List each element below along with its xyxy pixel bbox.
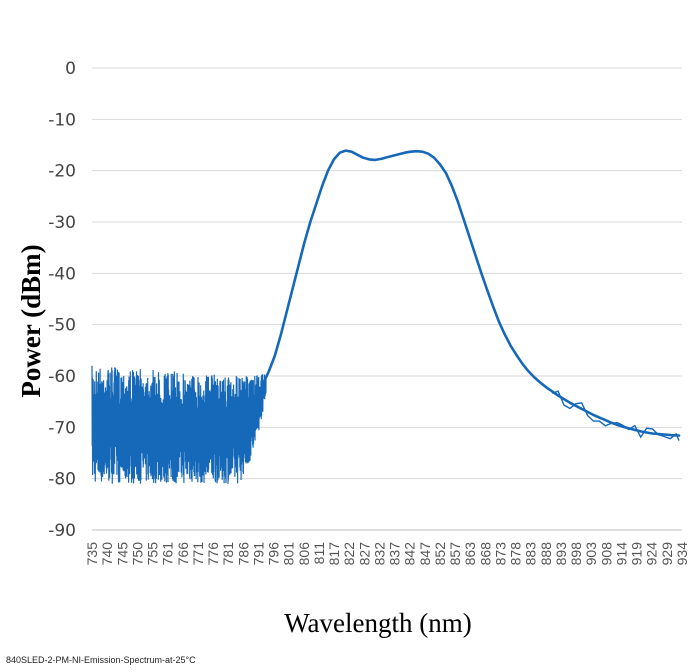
emission-spectrum-line (261, 149, 681, 437)
x-tick-label: 898 (568, 542, 584, 566)
x-tick-label: 837 (387, 542, 403, 566)
x-tick-label: 735 (84, 542, 100, 566)
x-tick-label: 903 (583, 542, 599, 566)
x-tick-label: 842 (402, 542, 418, 566)
x-tick-label: 852 (432, 542, 448, 566)
y-axis-title: Power (dBm) (16, 244, 46, 397)
series-group (91, 149, 681, 484)
x-tick-label: 786 (235, 542, 251, 566)
x-tick-label: 761 (160, 542, 176, 566)
image-caption: 840SLED-2-PM-NI-Emission-Spectrum-at-25°… (6, 655, 196, 665)
y-tick-label: 0 (65, 59, 76, 79)
y-tick-label: -90 (48, 521, 76, 541)
x-tick-label: 919 (629, 542, 645, 566)
x-tick-label: 878 (508, 542, 524, 566)
noise-floor-region (91, 365, 267, 484)
y-tick-label: -70 (48, 418, 76, 438)
x-tick-label: 791 (250, 542, 266, 566)
x-tick-label: 863 (462, 542, 478, 566)
x-tick-label: 806 (296, 542, 312, 566)
x-tick-label: 883 (523, 542, 539, 566)
x-tick-label: 781 (220, 542, 236, 566)
y-axis-ticks: 0 -10 -20 -30 -40 -50 -60 -70 -80 -90 (48, 59, 76, 541)
x-tick-label: 908 (598, 542, 614, 566)
x-tick-label: 934 (674, 542, 690, 566)
x-tick-label: 750 (129, 542, 145, 566)
x-tick-label: 755 (145, 542, 161, 566)
tail-noise (551, 390, 680, 441)
x-tick-label: 893 (553, 542, 569, 566)
x-tick-label: 832 (371, 542, 387, 566)
x-tick-label: 868 (477, 542, 493, 566)
y-tick-label: -50 (48, 316, 76, 336)
y-tick-label: -60 (48, 367, 76, 387)
x-tick-label: 929 (659, 542, 675, 566)
x-tick-label: 857 (447, 542, 463, 566)
x-tick-label: 776 (205, 542, 221, 566)
x-tick-label: 873 (492, 542, 508, 566)
x-tick-label: 817 (326, 542, 342, 566)
y-tick-label: -30 (48, 213, 76, 233)
x-tick-label: 811 (311, 542, 327, 565)
x-tick-label: 801 (281, 542, 297, 566)
gridlines (92, 67, 682, 480)
x-axis-ticks: 735 740 745 750 755 761 766 771 776 781 786 791 796 8… (84, 542, 690, 566)
y-tick-label: -20 (48, 162, 76, 182)
y-tick-label: -10 (48, 110, 76, 130)
x-tick-label: 771 (190, 542, 206, 566)
x-tick-label: 796 (266, 542, 282, 566)
x-tick-label: 822 (341, 542, 357, 566)
y-tick-label: -40 (48, 264, 76, 284)
x-tick-label: 745 (114, 542, 130, 566)
x-tick-label: 827 (356, 542, 372, 566)
y-tick-label: -80 (48, 470, 76, 490)
x-tick-label: 914 (613, 542, 629, 566)
x-axis-title: Wavelength (nm) (284, 608, 472, 638)
x-tick-label: 847 (417, 542, 433, 566)
x-tick-label: 924 (644, 542, 660, 566)
x-tick-label: 766 (175, 542, 191, 566)
x-tick-label: 888 (538, 542, 554, 566)
x-tick-label: 740 (99, 542, 115, 566)
